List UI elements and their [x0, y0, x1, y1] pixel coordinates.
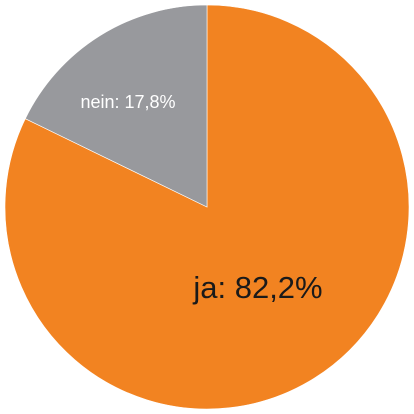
pie-slice-nein	[24, 4, 208, 208]
slice-label-nein: nein: 17,8%	[80, 92, 175, 112]
slice-label-ja: ja: 82,2%	[192, 270, 322, 305]
pie-slices	[4, 4, 410, 410]
